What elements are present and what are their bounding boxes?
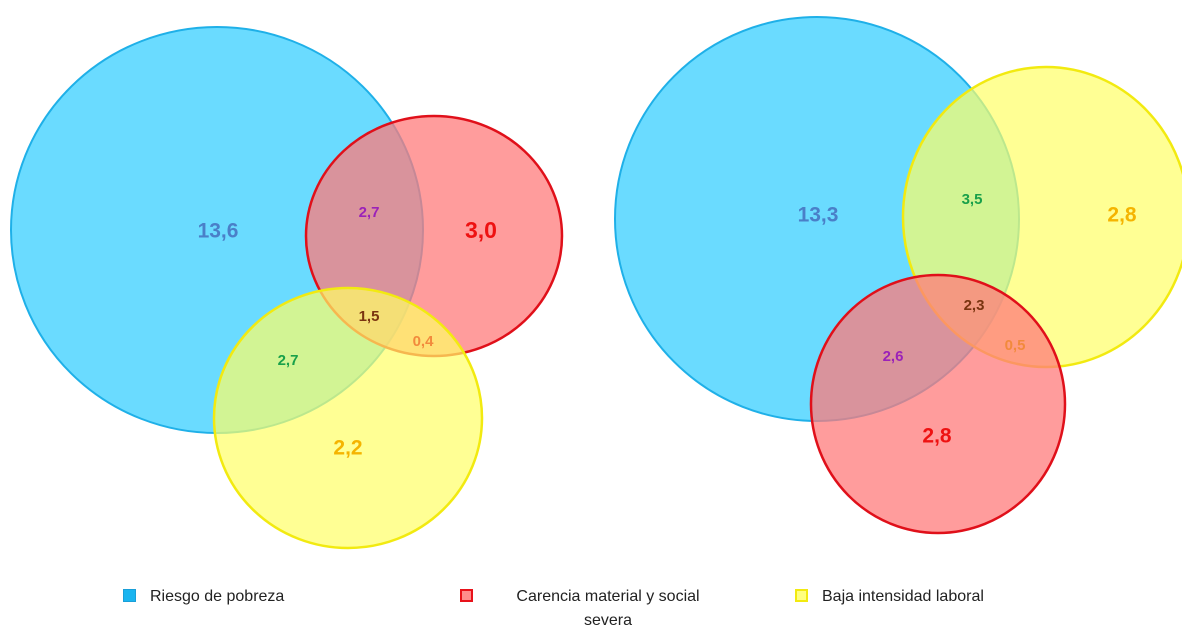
- circle-baja-intensidad-1: [212, 286, 484, 550]
- label-carencia-only-2: 2,8: [922, 425, 952, 448]
- legend-item-riesgo: Riesgo de pobreza: [123, 585, 284, 609]
- label-baja-only-1: 2,2: [333, 437, 362, 460]
- legend-swatch-carencia: [460, 589, 473, 602]
- venn-diagram-1: 13,6 2,7 3,0 1,5 0,4 2,7 2,2: [10, 26, 564, 550]
- legend-item-baja: Baja intensidad laboral: [795, 585, 984, 609]
- legend-swatch-baja: [795, 589, 808, 602]
- venn-diagram-2: 13,3 3,5 2,8 2,3 2,6 0,5 2,8: [614, 16, 1182, 535]
- venn-diagrams: 13,6 2,7 3,0 1,5 0,4 2,7 2,2 13,3 3,5 2,…: [10, 16, 1182, 550]
- legend-label-riesgo: Riesgo de pobreza: [150, 588, 285, 605]
- circle-carencia-material-2: [809, 273, 1067, 535]
- legend-item-carencia: Carencia material y social severa: [460, 585, 750, 633]
- label-carencia-only-1: 3,0: [465, 217, 497, 243]
- legend-label-carencia: Carencia material y social severa: [483, 585, 733, 633]
- label-baja-only-2: 2,8: [1107, 204, 1137, 227]
- label-riesgo-baja-2: 3,5: [962, 191, 983, 208]
- label-carencia-baja-2: 0,5: [1005, 337, 1026, 354]
- legend-label-carencia-text: Carencia material y social severa: [516, 588, 700, 629]
- label-all-three-2: 2,3: [964, 297, 985, 314]
- legend-swatch-riesgo: [123, 589, 136, 602]
- label-riesgo-baja-1: 2,7: [278, 352, 299, 369]
- legend-label-baja: Baja intensidad laboral: [822, 588, 984, 605]
- label-all-three-1: 1,5: [359, 308, 380, 325]
- label-riesgo-carencia-2: 2,6: [883, 348, 904, 365]
- label-carencia-baja-1: 0,4: [413, 333, 435, 350]
- label-riesgo-only-1: 13,6: [198, 220, 239, 243]
- label-riesgo-carencia-1: 2,7: [359, 204, 380, 221]
- label-riesgo-only-2: 13,3: [798, 204, 839, 227]
